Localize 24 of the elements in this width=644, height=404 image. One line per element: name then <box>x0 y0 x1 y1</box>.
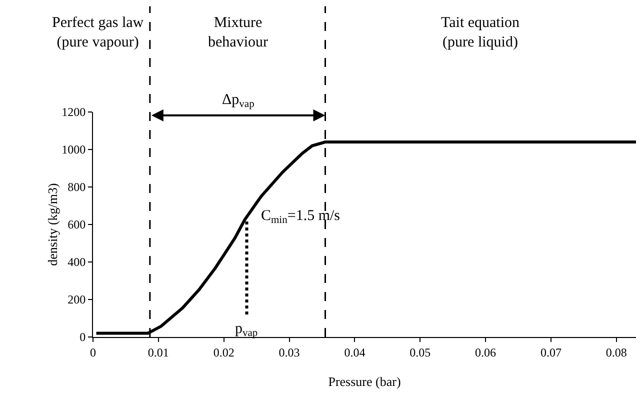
text: Mixture behaviour <box>208 15 268 50</box>
x-tick-label: 0 <box>90 345 96 360</box>
y-tick-label: 800 <box>68 180 86 194</box>
annotation: C$_{min}$=1.5 m/s <box>261 208 340 226</box>
text: Tait equation (pure liquid) <box>441 15 520 50</box>
y-tick-label: 1000 <box>62 142 86 157</box>
y-axis-title: density (kg/m3) <box>45 183 60 266</box>
x-tick-label: 0.01 <box>148 345 169 360</box>
text: Δp$_{vap}$ <box>222 92 254 110</box>
y-tick-label: 600 <box>68 218 86 232</box>
y-tick-label: 200 <box>68 292 86 307</box>
x-tick-label: 0.08 <box>606 345 627 360</box>
y-tick-label: 1200 <box>62 105 86 120</box>
x-tick-label: 0.02 <box>213 345 234 360</box>
text: Perfect gas law (pure vapour) <box>52 15 144 50</box>
x-tick-label: 0.06 <box>475 345 496 360</box>
x-tick-label: 0.04 <box>344 345 366 360</box>
x-axis-title: Pressure (bar) <box>328 374 401 389</box>
x-tick-label: 0.05 <box>410 345 431 360</box>
x-tick-label: 0.07 <box>540 345 562 360</box>
annotation: p$_{vap}$ <box>235 321 258 340</box>
y-tick-label: 0 <box>80 330 86 344</box>
x-tick-label: 0.03 <box>278 345 300 360</box>
y-tick-label: 400 <box>68 255 86 270</box>
